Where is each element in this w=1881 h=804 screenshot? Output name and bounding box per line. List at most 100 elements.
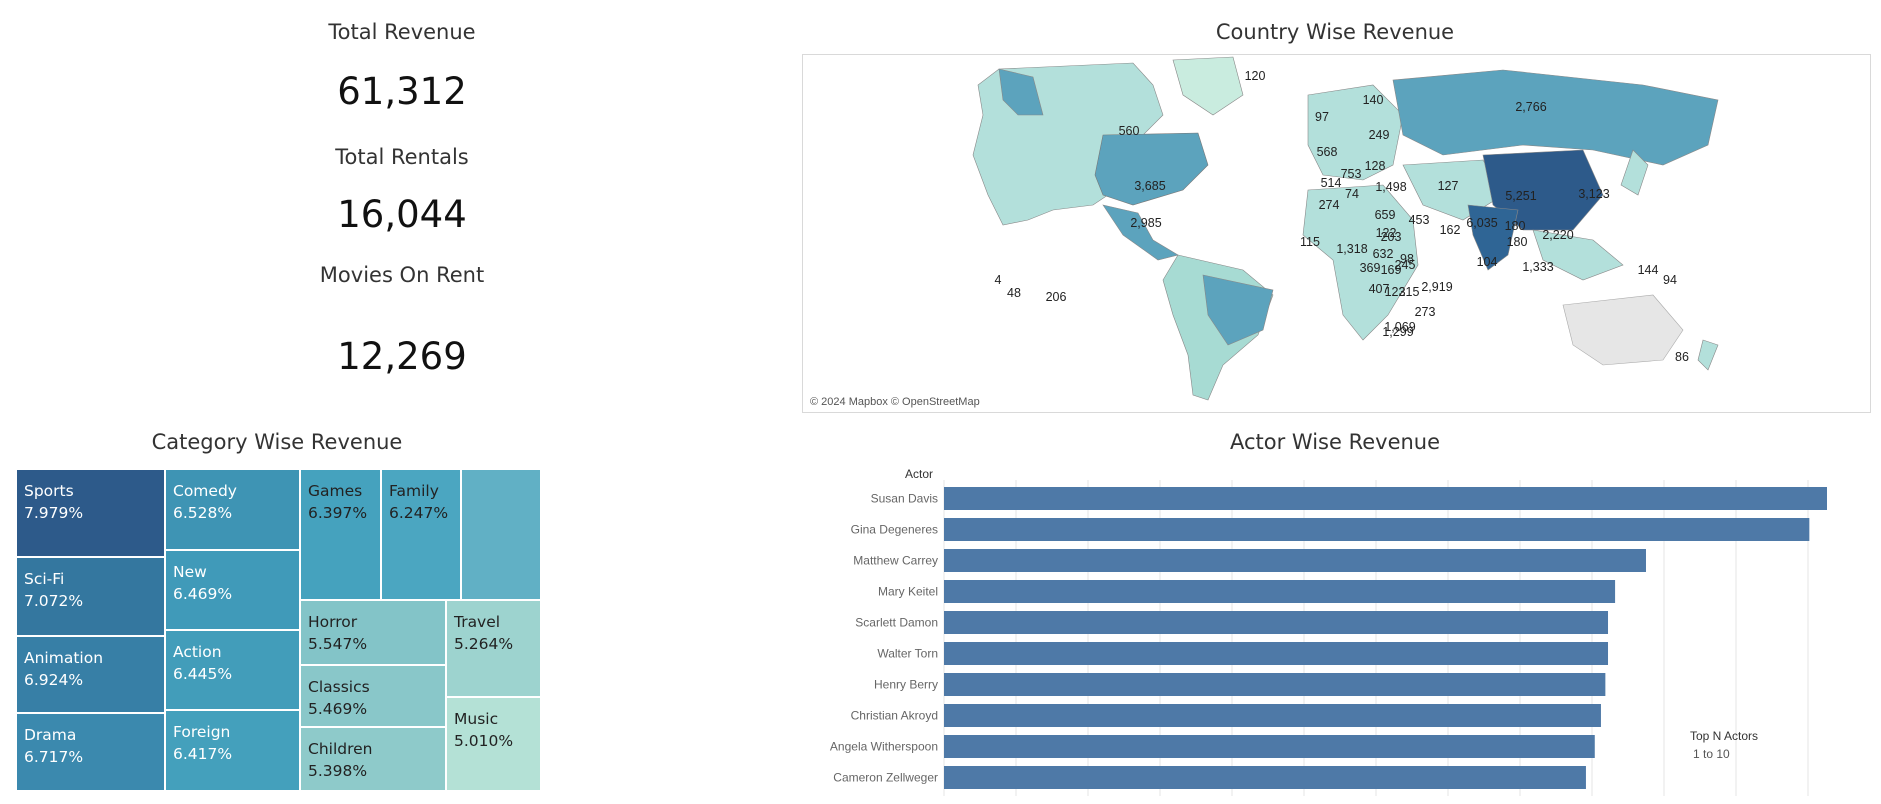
map-value-label: 162 [1440,223,1461,237]
country-map[interactable]: 120 140 97 249 560 2,766 568 128 753 1,498 127 514 3… [802,54,1871,413]
category-treemap-title: Category Wise Revenue [151,430,403,454]
tile-category-label: Sports [24,482,74,500]
actor-name-label: Matthew Carrey [853,554,938,568]
tile-percent-label: 6.417% [173,745,233,763]
actor-revenue-bar[interactable] [944,487,1827,510]
total-revenue-value: 61,312 [337,70,467,113]
map-value-label: 245 [1395,258,1416,272]
map-value-label: 97 [1315,110,1329,124]
map-value-label: 3,123 [1578,187,1609,201]
map-value-label: 115 [1300,235,1320,249]
map-value-label: 104 [1477,255,1498,269]
treemap-tile-music[interactable]: Music 5.010% [446,697,541,791]
tile-percent-label: 5.469% [308,700,368,718]
category-treemap: Sports 7.979% Sci-Fi 7.072% Animation 6.924% D… [16,469,541,791]
treemap-tile-classics[interactable]: Classics 5.469% [300,665,446,727]
map-value-label: 2,985 [1130,216,1161,230]
map-value-label: 2,766 [1515,100,1546,114]
tile-category-label: New [173,563,207,581]
treemap-tile-foreign[interactable]: Foreign 6.417% [165,710,300,791]
actor-revenue-bar[interactable] [944,735,1595,758]
map-value-label: 6,035 [1466,216,1497,230]
tile-percent-label: 6.717% [24,748,84,766]
actor-revenue-bar[interactable] [944,611,1609,634]
tile-percent-label: 6.397% [308,504,368,522]
actor-revenue-bar[interactable] [944,642,1609,665]
treemap-tile-drama[interactable]: Drama 6.717% [16,713,165,791]
actor-name-label: Scarlett Damon [855,616,938,630]
treemap-tile-horror[interactable]: Horror 5.547% [300,600,446,665]
land-new-zealand [1697,339,1719,371]
land-japan [1620,149,1649,196]
map-value-label: 122 [1376,226,1397,240]
land-mexico [1102,204,1179,261]
actor-revenue-bar[interactable] [944,518,1810,541]
actor-bar-chart: Susan Davis Gina Degeneres Matthew Carrey M… [830,480,1827,796]
map-value-label: 4 [995,273,1002,287]
tile-percent-label: 6.247% [389,504,449,522]
map-value-label: 1,498 [1375,180,1406,194]
map-value-label: 128 [1365,159,1386,173]
map-value-label: 632 [1373,247,1394,261]
tile-category-label: Drama [24,726,77,744]
map-value-label: 180 [1507,235,1528,249]
map-value-label: 1,299 [1382,325,1413,339]
tile-percent-label: 7.979% [24,504,84,522]
land-india [1467,204,1519,271]
actor-revenue-bar[interactable] [944,766,1586,789]
treemap-tile-travel[interactable]: Travel 5.264% [446,600,541,697]
tile-percent-label: 5.264% [454,635,514,653]
actor-name-label: Angela Witherspoon [830,740,938,754]
map-value-label: 1,069 [1384,320,1415,334]
map-value-label: 144 [1638,263,1659,277]
top-n-filter-title: Top N Actors [1690,729,1759,743]
tile-category-label: Horror [308,613,358,631]
actor-name-label: Walter Torn [877,647,938,661]
tile-category-label: Comedy [173,482,237,500]
tile-category-label: Travel [454,613,501,631]
actor-name-label: Mary Keitel [878,585,938,599]
treemap-tile-unlabeled[interactable] [461,469,541,600]
movies-on-rent-value: 12,269 [337,335,467,378]
actor-revenue-bar[interactable] [944,549,1646,572]
map-value-label: 453 [1409,213,1430,227]
tile-category-label: Games [308,482,363,500]
total-rentals-value: 16,044 [337,193,467,236]
actor-revenue-bar[interactable] [944,580,1616,603]
treemap-tile-sports[interactable]: Sports 7.979% [16,469,165,557]
treemap-tile-family[interactable]: Family 6.247% [381,469,461,600]
actor-name-label: Christian Akroyd [851,709,938,723]
country-map-title: Country Wise Revenue [1215,20,1455,44]
tile-percent-label: 6.469% [173,585,233,603]
actor-revenue-bar[interactable] [944,673,1606,696]
treemap-tile-comedy[interactable]: Comedy 6.528% [165,469,300,550]
map-value-label: 94 [1663,273,1677,287]
map-value-label: 180 [1505,219,1526,233]
actor-axis-title: Actor [905,467,934,481]
tile-percent-label: 7.072% [24,592,84,610]
map-value-label: 568 [1317,145,1338,159]
map-value-label: 659 [1375,208,1396,222]
actor-name-label: Susan Davis [871,492,938,506]
map-value-label: 122 [1385,285,1406,299]
actor-revenue-bar[interactable] [944,704,1601,727]
treemap-tile-sci-fi[interactable]: Sci-Fi 7.072% [16,557,165,636]
map-value-label: 2,220 [1542,228,1573,242]
land-australia [1562,294,1684,366]
treemap-tile-children[interactable]: Children 5.398% [300,727,446,791]
tile-category-label: Children [308,740,373,758]
top-n-filter-value[interactable]: 1 to 10 [1693,747,1730,761]
map-value-label: 249 [1369,128,1390,142]
treemap-tile-action[interactable]: Action 6.445% [165,630,300,710]
treemap-tile-animation[interactable]: Animation 6.924% [16,636,165,713]
treemap-tile-new[interactable]: New 6.469% [165,550,300,630]
map-value-label: 274 [1319,198,1340,212]
map-value-label: 753 [1341,167,1362,181]
map-value-label: 369 [1360,261,1381,275]
map-value-label: 86 [1675,350,1689,364]
map-value-label: 2,919 [1421,280,1452,294]
treemap-tile-games[interactable]: Games 6.397% [300,469,381,600]
tile-percent-label: 6.528% [173,504,233,522]
